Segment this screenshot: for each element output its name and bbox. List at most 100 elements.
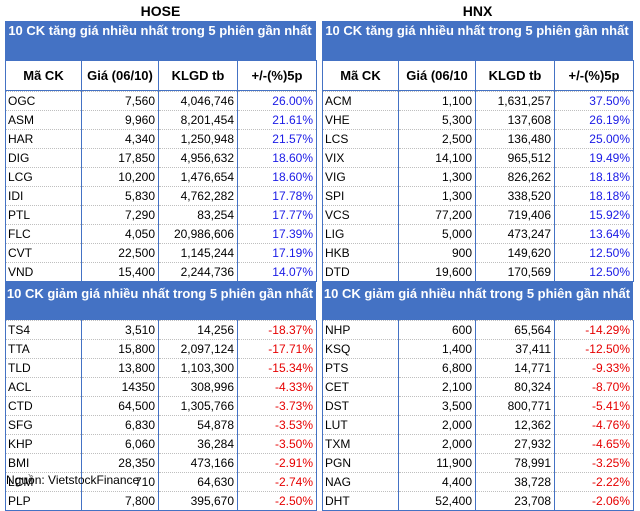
source-note: Nguồn: VietstockFinance <box>6 473 140 487</box>
stock-symbol: VIX <box>322 148 399 168</box>
hnx-title: HNX <box>462 3 493 19</box>
table-row: PLP 7,800 395,670 -2.50% <box>5 491 317 511</box>
table-row: HAR 4,340 1,250,948 21.57% <box>5 129 317 149</box>
avg-volume: 23,708 <box>475 491 555 511</box>
change-5-sessions: -18.37% <box>237 320 317 340</box>
avg-volume: 12,362 <box>475 415 555 435</box>
stock-price: 2,000 <box>398 434 476 454</box>
table-row: FLC 4,050 20,986,606 17.39% <box>5 224 317 244</box>
change-5-sessions: -3.53% <box>237 415 317 435</box>
hnx-column-headers: Mã CK Giá (06/10 KLGD tb +/-(%)5p <box>322 60 634 91</box>
change-5-sessions: 17.77% <box>237 205 317 225</box>
change-5-sessions: -4.33% <box>237 377 317 397</box>
avg-volume: 8,201,454 <box>158 110 238 130</box>
change-5-sessions: -3.50% <box>237 434 317 454</box>
stock-symbol: LCM <box>5 472 82 492</box>
stock-symbol: TTA <box>5 339 82 359</box>
stock-symbol: TS4 <box>5 320 82 340</box>
stock-symbol: VHE <box>322 110 399 130</box>
stock-symbol: LCS <box>322 129 399 149</box>
avg-volume: 14,256 <box>158 320 238 340</box>
stock-price: 3,500 <box>398 396 476 416</box>
stock-symbol: DHT <box>322 491 399 511</box>
stock-price: 2,100 <box>398 377 476 397</box>
hnx-panel: 10 CK tăng giá nhiều nhất trong 5 phiên … <box>322 21 634 511</box>
change-5-sessions: 37.50% <box>554 91 634 111</box>
stock-price: 5,300 <box>398 110 476 130</box>
table-row: IDI 5,830 4,762,282 17.78% <box>5 186 317 206</box>
stock-symbol: KSQ <box>322 339 399 359</box>
change-5-sessions: 13.64% <box>554 224 634 244</box>
stock-symbol: ASM <box>5 110 82 130</box>
change-5-sessions: 12.50% <box>554 243 634 263</box>
change-5-sessions: 17.39% <box>237 224 317 244</box>
stock-symbol: PLP <box>5 491 82 511</box>
stock-price: 10,200 <box>81 167 159 187</box>
stock-price: 900 <box>398 243 476 263</box>
stock-price: 4,050 <box>81 224 159 244</box>
change-5-sessions: 18.18% <box>554 186 634 206</box>
change-5-sessions: -15.34% <box>237 358 317 378</box>
stock-symbol: ACL <box>5 377 82 397</box>
avg-volume: 473,247 <box>475 224 555 244</box>
stock-symbol: NAG <box>322 472 399 492</box>
table-row: VIX 14,100 965,512 19.49% <box>322 148 634 168</box>
stock-symbol: DTD <box>322 262 399 282</box>
avg-volume: 78,991 <box>475 453 555 473</box>
avg-volume: 338,520 <box>475 186 555 206</box>
column-header-price: Giá (06/10 <box>398 60 476 91</box>
table-row: CET 2,100 80,324 -8.70% <box>322 377 634 397</box>
table-row: LCM 710 64,630 -2.74% <box>5 472 317 492</box>
change-5-sessions: -3.73% <box>237 396 317 416</box>
avg-volume: 137,608 <box>475 110 555 130</box>
stock-price: 2,500 <box>398 129 476 149</box>
change-5-sessions: 19.49% <box>554 148 634 168</box>
avg-volume: 83,254 <box>158 205 238 225</box>
change-5-sessions: 18.18% <box>554 167 634 187</box>
stock-price: 13,800 <box>81 358 159 378</box>
stock-symbol: DIG <box>5 148 82 168</box>
stock-symbol: CET <box>322 377 399 397</box>
avg-volume: 4,046,746 <box>158 91 238 111</box>
hose-panel: 10 CK tăng giá nhiều nhất trong 5 phiên … <box>5 21 317 511</box>
table-row: NAG 4,400 38,728 -2.22% <box>322 472 634 492</box>
stock-price: 6,800 <box>398 358 476 378</box>
stock-symbol: IDI <box>5 186 82 206</box>
stock-price: 28,350 <box>81 453 159 473</box>
hose-gainers-table: OGC 7,560 4,046,746 26.00% ASM 9,960 8,201,454… <box>5 91 317 282</box>
avg-volume: 38,728 <box>475 472 555 492</box>
change-5-sessions: 12.50% <box>554 262 634 282</box>
avg-volume: 719,406 <box>475 205 555 225</box>
avg-volume: 64,630 <box>158 472 238 492</box>
avg-volume: 395,670 <box>158 491 238 511</box>
stock-symbol: LCG <box>5 167 82 187</box>
stock-symbol: CVT <box>5 243 82 263</box>
table-row: LUT 2,000 12,362 -4.76% <box>322 415 634 435</box>
table-row: NHP 600 65,564 -14.29% <box>322 320 634 340</box>
change-5-sessions: -2.50% <box>237 491 317 511</box>
stock-price: 710 <box>81 472 159 492</box>
table-row: PTS 6,800 14,771 -9.33% <box>322 358 634 378</box>
table-row: VIG 1,300 826,262 18.18% <box>322 167 634 187</box>
stock-price: 15,400 <box>81 262 159 282</box>
stock-price: 1,300 <box>398 167 476 187</box>
stock-price: 77,200 <box>398 205 476 225</box>
change-5-sessions: -2.91% <box>237 453 317 473</box>
avg-volume: 826,262 <box>475 167 555 187</box>
avg-volume: 136,480 <box>475 129 555 149</box>
table-row: KSQ 1,400 37,411 -12.50% <box>322 339 634 359</box>
avg-volume: 308,996 <box>158 377 238 397</box>
avg-volume: 2,244,736 <box>158 262 238 282</box>
stock-price: 6,060 <box>81 434 159 454</box>
avg-volume: 1,476,654 <box>158 167 238 187</box>
stock-price: 64,500 <box>81 396 159 416</box>
hnx-losers-header: 10 CK giảm giá nhiều nhất trong 5 phiên … <box>322 282 633 320</box>
stock-price: 5,000 <box>398 224 476 244</box>
table-row: DHT 52,400 23,708 -2.06% <box>322 491 634 511</box>
stock-symbol: LUT <box>322 415 399 435</box>
table-row: BMI 28,350 473,166 -2.91% <box>5 453 317 473</box>
table-row: SFG 6,830 54,878 -3.53% <box>5 415 317 435</box>
change-5-sessions: 21.57% <box>237 129 317 149</box>
avg-volume: 149,620 <box>475 243 555 263</box>
table-row: TXM 2,000 27,932 -4.65% <box>322 434 634 454</box>
